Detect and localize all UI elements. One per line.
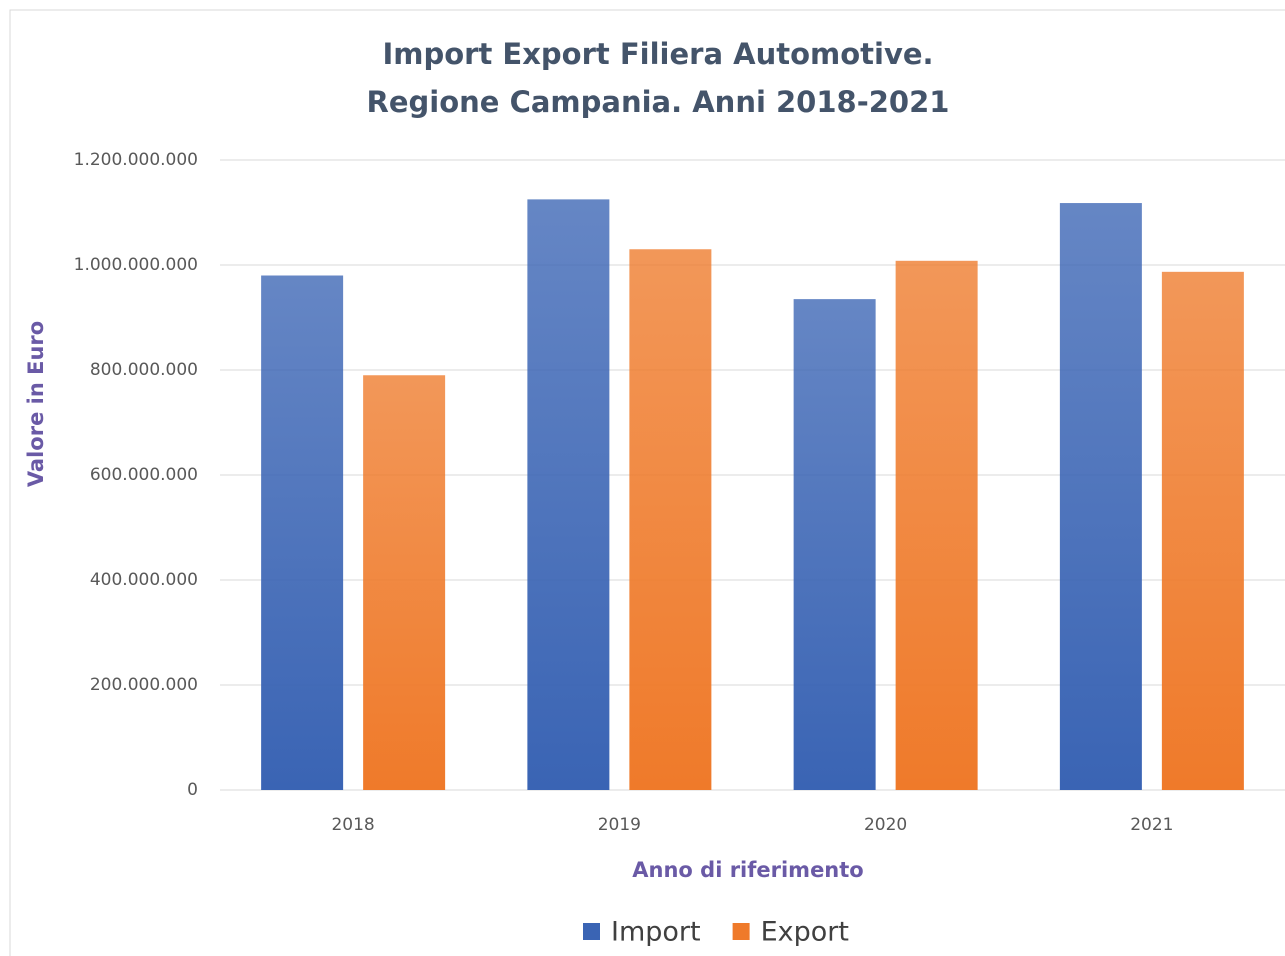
chart-title: Regione Campania. Anni 2018-2021 — [367, 85, 950, 119]
chart-border — [9, 9, 1285, 956]
legend-swatch — [732, 923, 750, 940]
x-tick-label: 2021 — [1130, 815, 1173, 835]
bar — [261, 275, 344, 790]
bar — [793, 299, 876, 790]
x-axis-label: Anno di riferimento — [632, 858, 863, 882]
x-tick-label: 2019 — [598, 815, 641, 835]
bar — [527, 199, 610, 790]
y-tick-label: 0 — [187, 780, 198, 800]
x-tick-label: 2020 — [864, 815, 907, 835]
y-tick-label: 800.000.000 — [90, 360, 198, 380]
y-tick-label: 1.200.000.000 — [74, 150, 198, 170]
bar — [1059, 203, 1142, 791]
chart-title: Import Export Filiera Automotive. — [382, 37, 933, 71]
legend-label: Import — [611, 917, 701, 948]
y-tick-label: 600.000.000 — [90, 465, 198, 485]
y-axis-label: Valore in Euro — [24, 321, 48, 487]
bar — [363, 375, 446, 790]
y-tick-label: 200.000.000 — [90, 675, 198, 695]
bar — [895, 260, 978, 790]
y-tick-label: 400.000.000 — [90, 570, 198, 590]
bar — [1161, 271, 1244, 790]
bar — [629, 249, 712, 790]
x-tick-label: 2018 — [331, 815, 374, 835]
legend-swatch — [583, 923, 600, 940]
y-tick-label: 1.000.000.000 — [74, 255, 198, 275]
legend-label: Export — [761, 917, 849, 948]
